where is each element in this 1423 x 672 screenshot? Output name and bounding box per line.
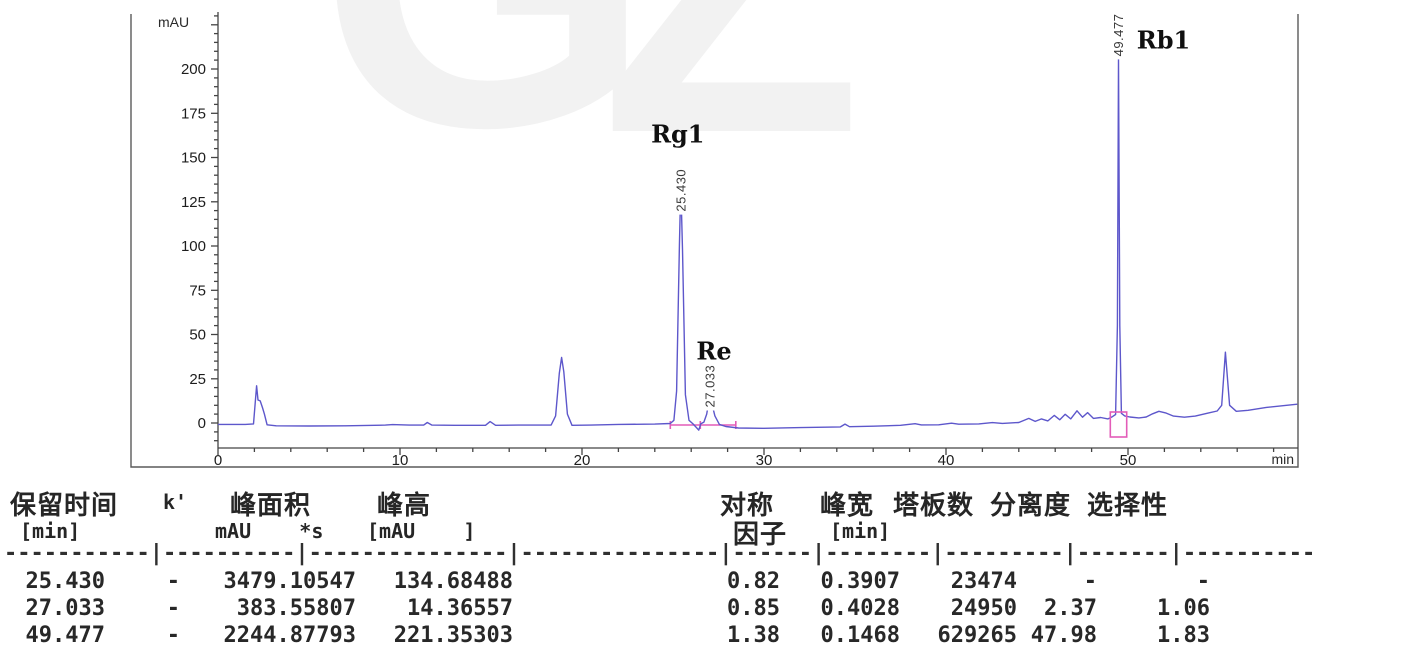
- table-cell: 0.85: [727, 596, 780, 621]
- header-cell: 因子: [733, 520, 788, 549]
- table-row: 49.477 - 2244.87793 221.35303 1.38 0.1468 6292…: [0, 623, 1423, 653]
- table-cell: 0.3907: [820, 569, 900, 594]
- header-cell: 峰宽: [820, 491, 875, 520]
- table-cell: 24950: [950, 596, 1017, 621]
- y-tick-labels: 0 25 50 75 100 125 150 175 200: [181, 61, 206, 432]
- header-cell: [min]: [830, 519, 891, 543]
- table-cell: 3479.10547: [223, 569, 356, 594]
- table-header-row-1: 保留时间 k' 峰面积 峰高 对称 峰宽 塔板数 分离度 选择性: [0, 485, 1423, 520]
- integration-rect-marker: [1109, 411, 1128, 438]
- svg-text:25: 25: [189, 371, 206, 388]
- x-tick-labels: 0 10 20 30 40 50: [214, 452, 1137, 469]
- table-cell: 1.06: [1157, 596, 1210, 621]
- svg-text:100: 100: [181, 238, 206, 255]
- table-cell: -: [1083, 569, 1097, 594]
- peak-name-label: Rg1: [651, 120, 704, 149]
- svg-text:50: 50: [1120, 452, 1137, 469]
- svg-text:50: 50: [189, 327, 206, 344]
- watermark-letter-z: Z: [600, 0, 863, 198]
- svg-text:40: 40: [938, 452, 955, 469]
- table-cell: 221.35303: [393, 623, 513, 648]
- table-cell: 0.1468: [820, 623, 900, 648]
- peak-annotation: 49.477 Rb1: [1111, 5, 1190, 60]
- table-cell: 23474: [950, 569, 1017, 594]
- x-axis-unit-label: min: [1271, 451, 1294, 467]
- svg-text:0: 0: [198, 415, 206, 432]
- chromatogram-trace: [218, 57, 1298, 431]
- svg-text:75: 75: [189, 282, 206, 299]
- table-cell: 1.83: [1157, 623, 1210, 648]
- table-cell: 1.38: [727, 623, 780, 648]
- svg-text:0: 0: [214, 452, 222, 469]
- table-cell: 25.430: [25, 569, 105, 594]
- table-cell: 629265: [937, 623, 1017, 648]
- watermark-letter-g: G: [318, 0, 652, 192]
- table-row: 25.430 - 3479.10547 134.68488 0.82 0.3907 2347…: [0, 569, 1423, 599]
- svg-text:30: 30: [756, 452, 773, 469]
- table-cell: 383.55807: [236, 596, 356, 621]
- table-separator-line: -----------|----------|---------------|-…: [4, 541, 1316, 566]
- header-cell: [min]: [20, 519, 81, 543]
- table-cell: -: [166, 569, 180, 594]
- table-cell: 2244.87793: [223, 623, 356, 648]
- table-cell: 47.98: [1030, 623, 1097, 648]
- table-cell: 2.37: [1044, 596, 1097, 621]
- table-cell: -: [1196, 569, 1210, 594]
- peak-retention-time-label: 27.033: [703, 365, 718, 408]
- header-cell: 塔板数: [893, 491, 975, 520]
- header-cell: mAU *s: [215, 519, 324, 543]
- header-cell: 保留时间: [10, 491, 119, 520]
- svg-text:20: 20: [574, 452, 591, 469]
- table-cell: 134.68488: [393, 569, 513, 594]
- svg-text:200: 200: [181, 61, 206, 78]
- svg-text:150: 150: [181, 150, 206, 167]
- header-cell: 峰高: [377, 491, 432, 520]
- table-cell: 0.82: [727, 569, 780, 594]
- table-header-row-2: [min] mAU *s [mAU ] 因子 [min]: [0, 514, 1423, 549]
- table-cell: 0.4028: [820, 596, 900, 621]
- peak-name-label: Rb1: [1137, 25, 1190, 54]
- plot-frame: [130, 14, 1299, 468]
- header-cell: [mAU ]: [367, 519, 476, 543]
- table-cell: 49.477: [25, 623, 105, 648]
- peak-annotation: 25.430 Rg1: [651, 120, 705, 215]
- header-cell: 对称: [720, 491, 775, 520]
- y-axis-unit-label: mAU: [158, 14, 189, 30]
- header-cell: 分离度: [990, 491, 1072, 520]
- table-cell: -: [166, 623, 180, 648]
- peak-name-label: Re: [696, 337, 731, 366]
- table-cell: -: [166, 596, 180, 621]
- table-cell: 27.033: [25, 596, 105, 621]
- chromatogram-plot: 0 25 50 75 100 125 150 175 200 0 10 20 30 40 50 mAU min 2…: [130, 5, 1299, 469]
- header-cell: k': [163, 490, 188, 514]
- svg-text:125: 125: [181, 194, 206, 211]
- table-row: 27.033 - 383.55807 14.36557 0.85 0.4028 24950 2…: [0, 596, 1423, 626]
- peak-retention-time-label: 49.477: [1111, 14, 1126, 57]
- table-cell: 14.36557: [407, 596, 513, 621]
- header-cell: 峰面积: [230, 491, 312, 520]
- svg-text:175: 175: [181, 105, 206, 122]
- header-cell: 选择性: [1087, 491, 1169, 520]
- svg-text:10: 10: [392, 452, 409, 469]
- axes: [211, 12, 1298, 455]
- peak-retention-time-label: 25.430: [673, 169, 688, 212]
